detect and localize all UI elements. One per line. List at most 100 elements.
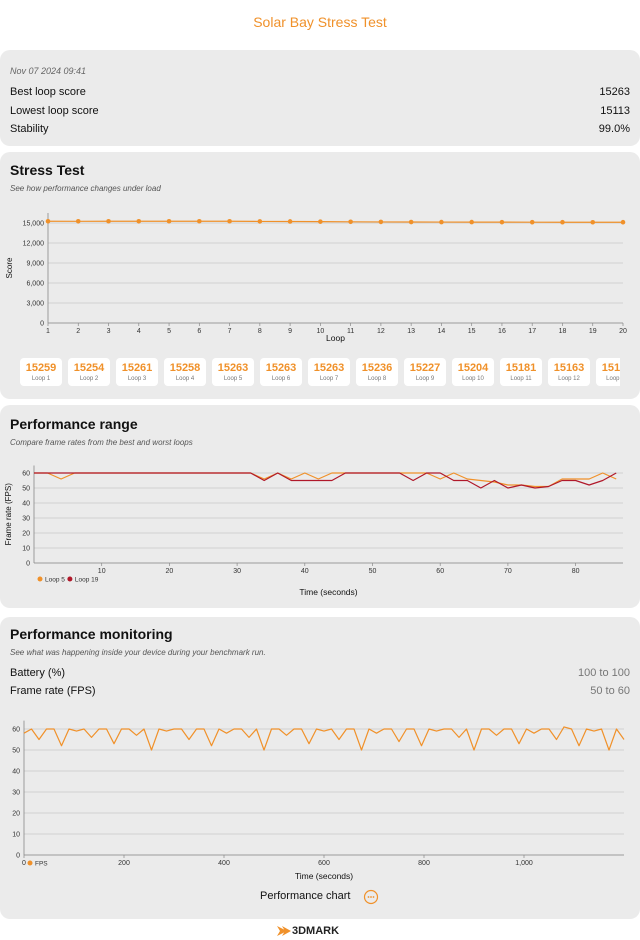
summary-card	[0, 50, 640, 146]
tile-label: Loop 2	[79, 376, 99, 382]
tile-score: 15259	[25, 362, 57, 374]
tile-score: 15254	[73, 362, 105, 374]
x-tick-label: 1	[46, 328, 50, 335]
x-tick-label: 0	[22, 860, 26, 867]
y-tick-label: 40	[22, 501, 30, 508]
monitoring-card	[0, 617, 640, 919]
x-tick-label: 70	[504, 568, 512, 575]
loop-tile: 15163 Loop 12	[548, 358, 590, 386]
legend-label: Loop 5	[45, 576, 65, 583]
legend-swatch	[37, 576, 43, 582]
y-tick-label: 0	[16, 853, 20, 860]
section-subtitle: Compare frame rates from the best and wo…	[10, 438, 193, 447]
x-axis-label: Loop	[326, 333, 345, 343]
y-axis-label: Frame rate (FPS)	[4, 483, 13, 546]
x-tick-label: 10	[98, 568, 106, 575]
x-axis-label: Time (seconds)	[295, 871, 353, 881]
x-tick-label: 6	[197, 328, 201, 335]
y-tick-label: 30	[12, 790, 20, 797]
section-title: Performance range	[10, 416, 138, 432]
y-tick-label: 15,000	[23, 221, 45, 228]
section-subtitle: See what was happening inside your devic…	[10, 648, 266, 657]
x-tick-label: 14	[438, 328, 446, 335]
row-value: 15263	[599, 86, 630, 98]
y-tick-label: 30	[22, 516, 30, 523]
loop-tile: 15263 Loop 5	[212, 358, 254, 386]
logo-mark	[277, 926, 291, 936]
loop-tile: 15227 Loop 9	[404, 358, 446, 386]
stress-card	[0, 152, 640, 399]
point	[560, 219, 565, 225]
loop-tile: 15236 Loop 8	[356, 358, 398, 386]
row-label: Lowest loop score	[10, 105, 99, 117]
tile-label: Loop 5	[223, 376, 243, 382]
chart-button[interactable]: Performance chart	[260, 890, 351, 902]
section-title: Performance monitoring	[10, 626, 173, 642]
loop-tile: 15181 Loop 11	[500, 358, 542, 386]
x-axis-label: Time (seconds)	[299, 587, 357, 597]
legend-label: FPS	[35, 860, 48, 867]
x-tick-label: 19	[589, 328, 597, 335]
row-label: Frame rate (FPS)	[10, 685, 96, 697]
x-tick-label: 16	[498, 328, 506, 335]
x-tick-label: 8	[258, 328, 262, 335]
legend-label: Loop 19	[75, 576, 99, 583]
point	[620, 219, 626, 225]
section-title: Stress Test	[10, 162, 85, 178]
more-icon[interactable]	[363, 889, 379, 905]
x-tick-label: 12	[377, 328, 385, 335]
x-tick-label: 7	[228, 328, 232, 335]
point	[529, 219, 535, 225]
point	[348, 219, 353, 225]
row-value: 99.0%	[598, 123, 630, 135]
point	[257, 219, 263, 224]
x-tick-label: 17	[528, 328, 536, 335]
point	[318, 219, 323, 224]
y-tick-label: 10	[12, 832, 20, 839]
row-value: 50 to 60	[590, 685, 630, 697]
loop-tiles: 15259 Loop 1 15254 Loop 2 15261 Loop 3 15258 Lo…	[20, 358, 620, 388]
point	[287, 219, 293, 224]
y-axis-label: Score	[5, 257, 14, 278]
row-value: 100 to 100	[578, 667, 630, 679]
x-tick-label: 4	[137, 328, 141, 335]
point	[45, 218, 51, 224]
y-tick-label: 60	[12, 727, 20, 734]
tile-label: Loop 4	[175, 376, 195, 382]
y-tick-label: 9,000	[26, 261, 44, 268]
tile-label: Loop 10	[462, 376, 484, 382]
loop-tile: 15263 Loop 7	[308, 358, 350, 386]
y-tick-label: 12,000	[23, 241, 45, 248]
x-tick-label: 600	[318, 860, 330, 867]
point	[136, 218, 142, 224]
tile-label: Loop 7	[319, 376, 339, 382]
point	[439, 219, 444, 225]
y-tick-label: 40	[12, 769, 20, 776]
point	[106, 218, 111, 224]
row-label: Stability	[10, 123, 49, 135]
tile-label: Loop 6	[271, 376, 291, 382]
point	[197, 218, 202, 224]
tile-score: 15146	[601, 362, 620, 374]
tile-score: 15263	[313, 362, 345, 374]
y-tick-label: 3,000	[26, 301, 44, 308]
dot	[370, 896, 372, 898]
x-tick-label: 9	[288, 328, 292, 335]
section-subtitle: See how performance changes under load	[10, 184, 161, 193]
page-title: Solar Bay Stress Test	[253, 14, 387, 30]
x-tick-label: 20	[619, 328, 627, 335]
loop-tile: 15258 Loop 4	[164, 358, 206, 386]
row-value: 15113	[600, 105, 630, 117]
x-tick-label: 40	[301, 568, 309, 575]
tile-score: 15236	[361, 362, 393, 374]
dot	[372, 896, 375, 898]
tile-label: Loop 9	[415, 376, 435, 382]
loop-tile: 15254 Loop 2	[68, 358, 110, 386]
x-tick-label: 800	[418, 860, 430, 867]
series-line	[47, 220, 624, 223]
tile-score: 15258	[169, 362, 201, 374]
tile-score: 15261	[121, 362, 153, 374]
tile-label: Loop 3	[127, 376, 147, 382]
tile-label: Loop 13	[606, 376, 620, 382]
